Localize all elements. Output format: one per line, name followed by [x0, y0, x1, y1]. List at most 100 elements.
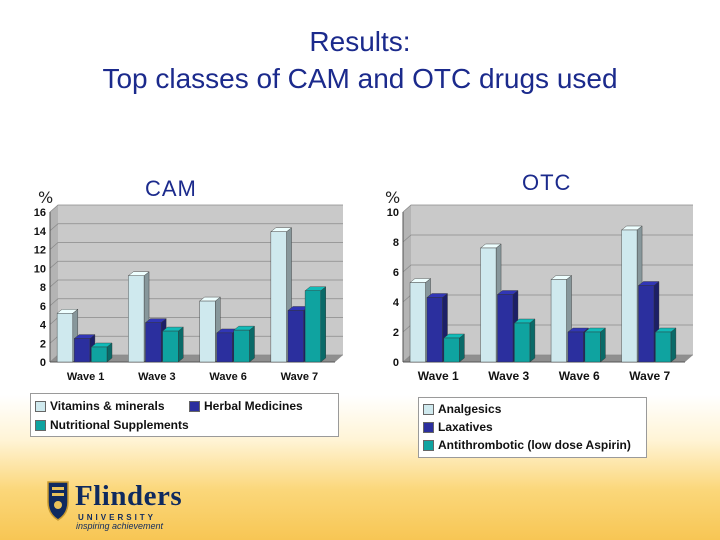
cam-y-tick-label: 10 — [34, 263, 46, 275]
bar-front — [480, 247, 497, 363]
cam-gridline — [49, 204, 343, 213]
legend-label: Nutritional Supplements — [50, 418, 189, 432]
cam-x-tick-label: Wave 1 — [67, 371, 105, 383]
cam-gridline — [49, 279, 343, 288]
legend-label: Vitamins & minerals — [50, 399, 165, 413]
cam-gridline — [49, 242, 343, 250]
otc-x-tick-label: Wave 6 — [559, 369, 600, 383]
cam-y-tick-label: 14 — [34, 226, 47, 238]
cam-chart-title: CAM — [145, 176, 197, 201]
bar-front — [443, 337, 460, 363]
bar-front — [216, 332, 233, 363]
cam-y-tick-label: 16 — [34, 207, 46, 219]
legend-swatch — [423, 403, 434, 415]
bar-front — [233, 329, 250, 363]
bar-front — [56, 313, 74, 363]
bar-side — [670, 327, 677, 363]
cam-y-tick-label: 4 — [40, 320, 47, 332]
bar-front — [655, 331, 672, 363]
otc-y-tick-label: 6 — [393, 267, 399, 279]
otc-x-tick-label: Wave 3 — [488, 369, 529, 383]
otc-bar-chart: 0 2 4 6 8 10 Wave 1 Wave 3 Wave 6 Wave 7 — [387, 204, 693, 383]
cam-legend-item-3: Nutritional Supplements — [35, 418, 189, 432]
bar-front — [162, 330, 179, 363]
cam-gridline — [49, 298, 343, 307]
otc-chart-title: OTC — [522, 170, 572, 195]
cam-bar — [56, 308, 79, 363]
legend-label: Analgesics — [438, 402, 502, 416]
university-name: Flinders — [75, 480, 183, 512]
legend-swatch — [423, 439, 434, 451]
cam-gridline — [49, 223, 343, 232]
otc-bar — [654, 327, 677, 363]
otc-floor — [403, 355, 693, 362]
cam-x-tick-label: Wave 6 — [209, 371, 247, 383]
otc-legend: Analgesics Laxatives Antithrombotic (low… — [418, 397, 647, 458]
legend-swatch — [423, 421, 434, 433]
cam-bar — [233, 325, 256, 363]
cam-y-unit: % — [38, 188, 54, 207]
otc-y-tick-label: 8 — [393, 237, 399, 249]
bar-front — [199, 300, 216, 363]
legend-swatch — [189, 400, 200, 412]
otc-gridline — [402, 204, 693, 213]
cam-x-tick-label: Wave 7 — [281, 371, 319, 383]
otc-bar — [426, 293, 449, 363]
slide-title-line2: Top classes of CAM and OTC drugs used — [102, 63, 618, 94]
cam-bar-chart: 0 2 4 6 8 10 12 14 16 Wave 1 Wave 3 Wave 6 Wave 7 — [34, 204, 343, 383]
otc-y-tick-label: 0 — [393, 357, 399, 369]
legend-swatch — [35, 419, 46, 431]
bar-front — [287, 310, 304, 363]
legend-label: Laxatives — [438, 420, 493, 434]
legend-swatch — [35, 400, 46, 412]
university-crest-icon — [47, 481, 69, 521]
legend-label: Antithrombotic (low dose Aspirin) — [438, 438, 631, 452]
cam-legend-item-2: Herbal Medicines — [189, 399, 303, 413]
bar-side — [249, 325, 255, 363]
cam-gridline — [49, 260, 343, 269]
bar-front — [128, 275, 145, 363]
otc-y-tick-label: 2 — [393, 327, 399, 339]
otc-y-unit: % — [385, 188, 401, 207]
bar-side — [529, 318, 536, 363]
bar-side — [320, 286, 326, 363]
slide-title-line1: Results: — [309, 26, 411, 57]
cam-bar — [304, 286, 327, 363]
cam-legend-item-1: Vitamins & minerals — [35, 399, 165, 413]
bar-front — [584, 331, 601, 363]
cam-legend: Vitamins & minerals Herbal Medicines Nut… — [30, 393, 339, 437]
otc-bar — [513, 318, 536, 363]
bar-front — [409, 282, 426, 363]
otc-y-tick-label: 10 — [387, 207, 399, 219]
cam-floor — [50, 355, 343, 362]
cam-x-tick-label: Wave 3 — [138, 371, 176, 383]
bar-front — [270, 231, 287, 363]
bar-front — [497, 294, 514, 363]
cam-y-tick-label: 8 — [40, 282, 46, 294]
bar-front — [638, 285, 655, 363]
otc-side-wall — [403, 205, 411, 362]
otc-bar — [584, 327, 606, 363]
cam-y-tick-label: 6 — [40, 301, 46, 313]
otc-x-tick-label: Wave 1 — [418, 369, 459, 383]
legend-label: Herbal Medicines — [204, 399, 303, 413]
bar-side — [178, 326, 184, 363]
bar-front — [550, 279, 567, 363]
otc-bar — [443, 333, 465, 363]
otc-gridline — [402, 264, 693, 273]
bar-front — [567, 331, 584, 363]
otc-legend-item-3: Antithrombotic (low dose Aspirin) — [423, 438, 631, 452]
otc-x-tick-label: Wave 7 — [629, 369, 670, 383]
bar-side — [459, 333, 465, 363]
bar-front — [74, 338, 91, 363]
otc-legend-item-2: Laxatives — [423, 420, 493, 434]
otc-y-tick-label: 4 — [393, 297, 400, 309]
bar-front — [426, 297, 443, 363]
otc-gridline — [402, 234, 693, 243]
bar-front — [91, 346, 108, 363]
bar-front — [514, 322, 531, 363]
cam-y-tick-label: 12 — [34, 245, 46, 257]
bar-front — [145, 322, 162, 363]
bar-front — [304, 290, 321, 363]
cam-y-tick-label: 0 — [40, 357, 46, 369]
